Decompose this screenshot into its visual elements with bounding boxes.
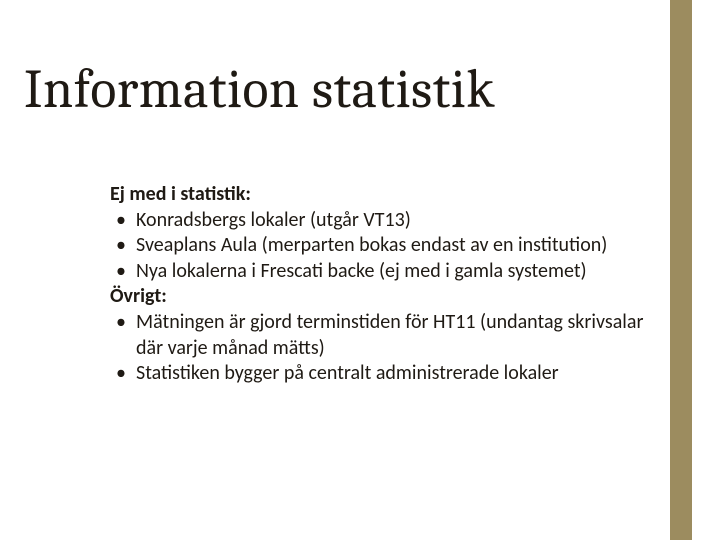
bullet-item: •Nya lokalerna i Frescati backe (ej med … <box>110 259 650 285</box>
bullet-dot-icon: • <box>110 310 136 336</box>
bullet-text: Sveaplans Aula (merparten bokas endast a… <box>136 233 650 259</box>
slide-title: Information statistik <box>24 62 495 119</box>
slide-body: Ej med i statistik:•Konradsbergs lokaler… <box>110 182 650 387</box>
bullet-dot-icon: • <box>110 361 136 387</box>
bullet-dot-icon: • <box>110 259 136 285</box>
bullet-text: Nya lokalerna i Frescati backe (ej med i… <box>136 259 650 285</box>
bullet-dot-icon: • <box>110 208 136 234</box>
bullet-dot-icon: • <box>110 233 136 259</box>
body-heading: Övrigt: <box>110 284 650 310</box>
accent-side-bar <box>670 0 692 540</box>
bullet-item: •Statistiken bygger på centralt administ… <box>110 361 650 387</box>
bullet-item: •Sveaplans Aula (merparten bokas endast … <box>110 233 650 259</box>
body-heading: Ej med i statistik: <box>110 182 650 208</box>
bullet-item: •Mätningen är gjord terminstiden för HT1… <box>110 310 650 361</box>
bullet-text: Statistiken bygger på centralt administr… <box>136 361 650 387</box>
bullet-item: •Konradsbergs lokaler (utgår VT13) <box>110 208 650 234</box>
bullet-text: Mätningen är gjord terminstiden för HT11… <box>136 310 650 361</box>
bullet-text: Konradsbergs lokaler (utgår VT13) <box>136 208 650 234</box>
slide: Information statistik Ej med i statistik… <box>0 0 720 540</box>
